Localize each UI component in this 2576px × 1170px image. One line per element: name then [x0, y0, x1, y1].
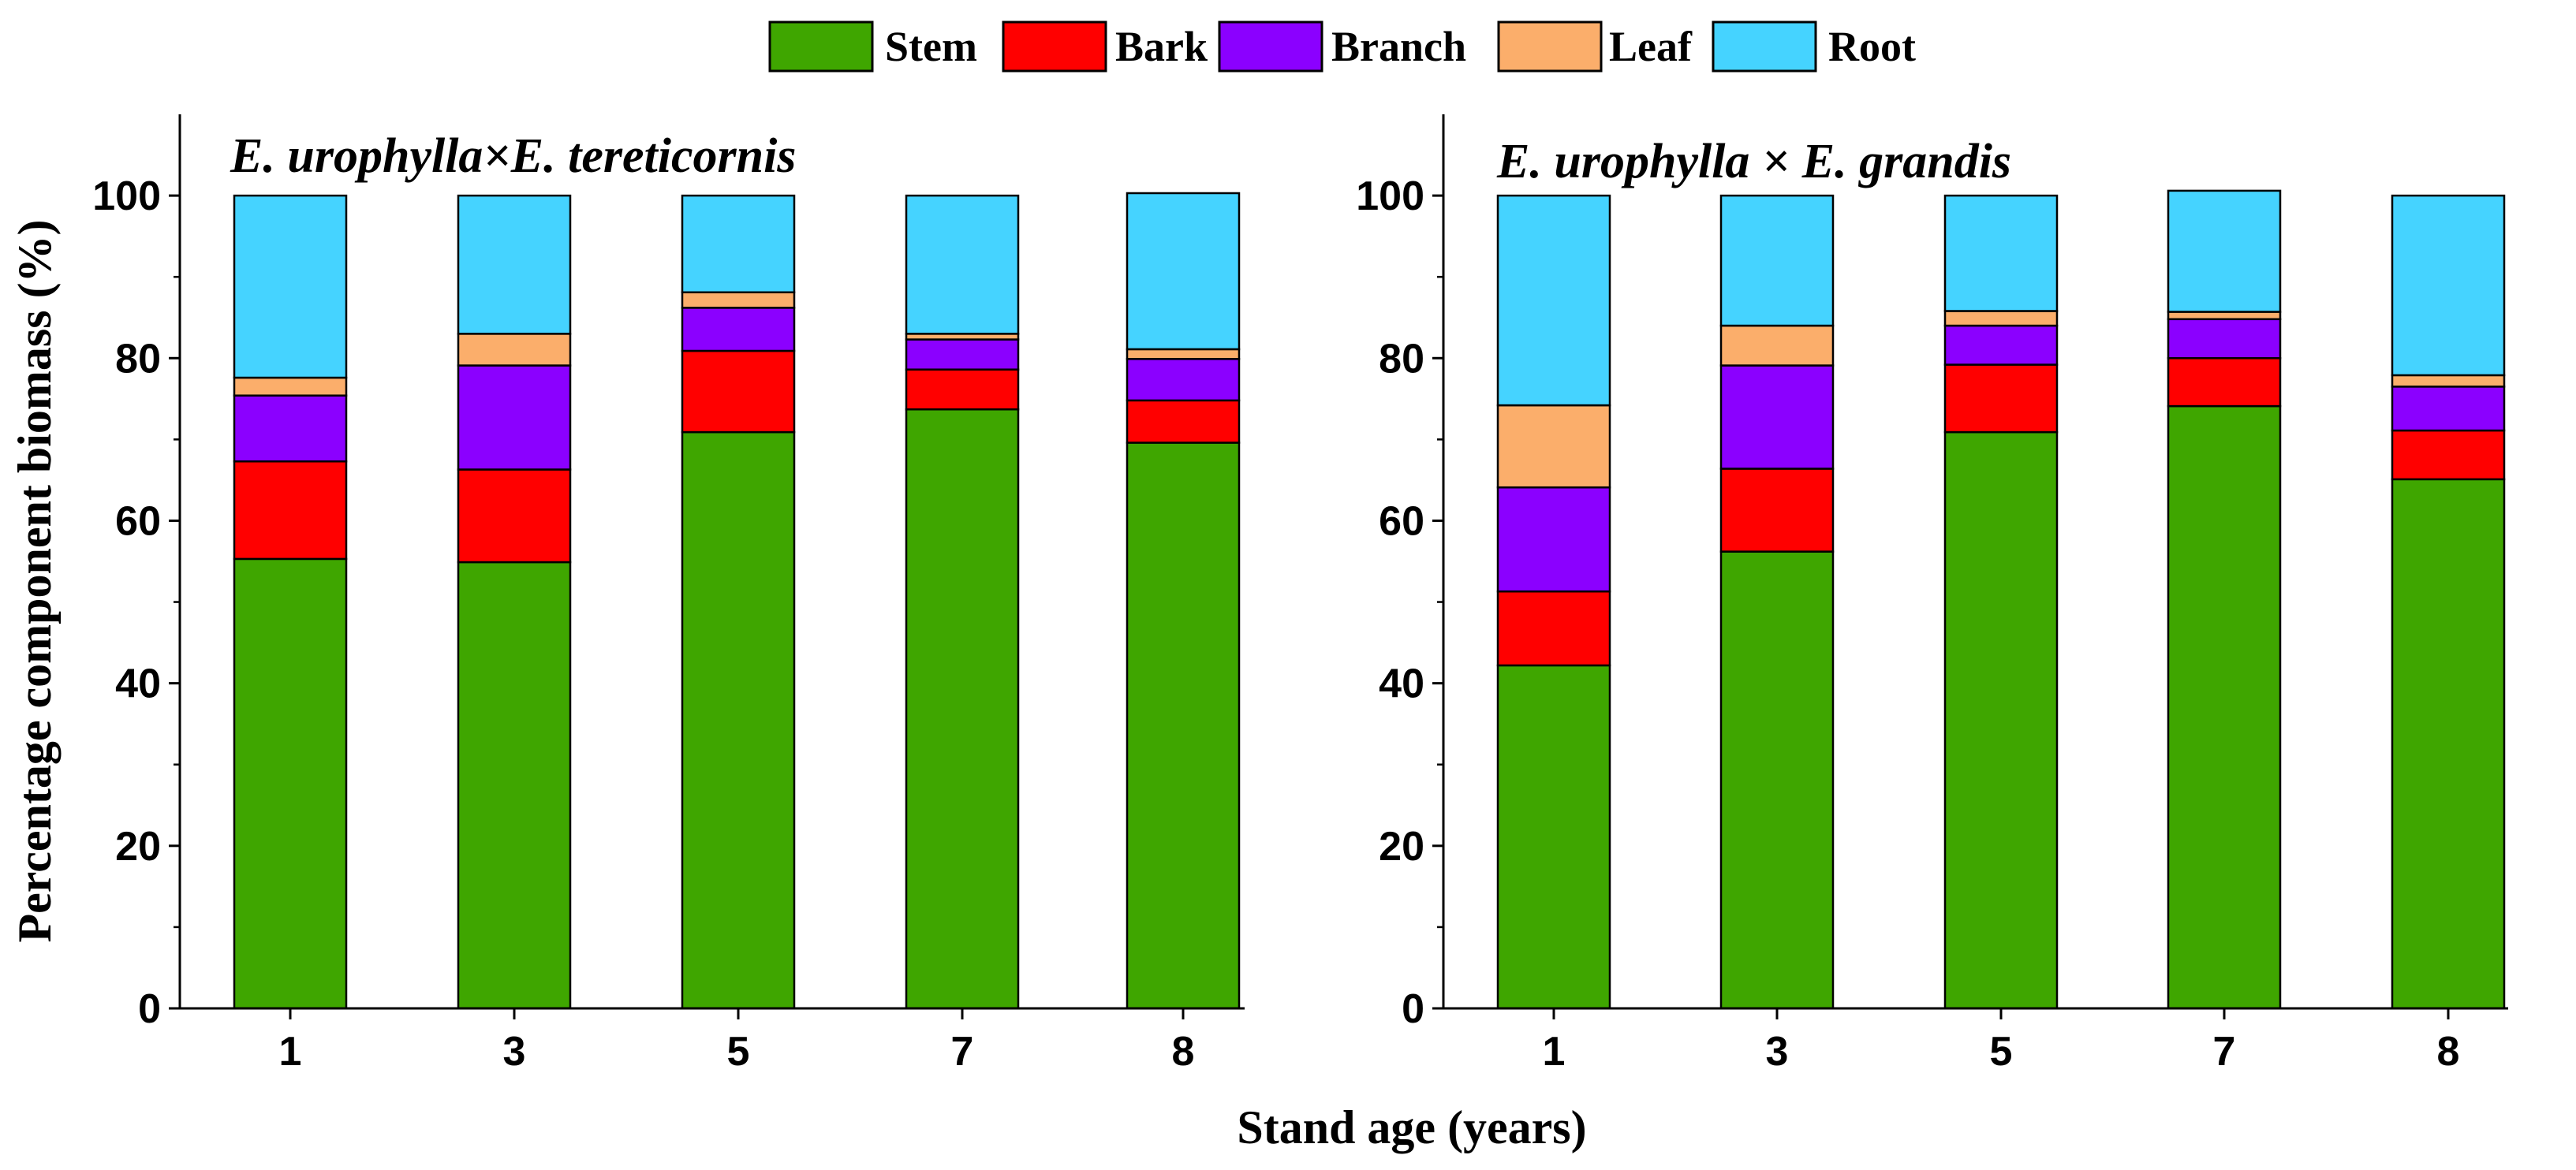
legend-swatch-leaf	[1497, 20, 1603, 73]
x-axis-label: Stand age (years)	[1237, 1101, 1586, 1153]
right-bar-leaf-age-7	[2167, 311, 2282, 321]
right-bar-branch-age-3	[1719, 364, 1835, 470]
legend-label-stem: Stem	[885, 23, 977, 70]
left-bar-bark-age-5	[681, 349, 796, 434]
right-bar-branch-age-8	[2391, 386, 2506, 432]
left-bar-branch-age-8	[1126, 358, 1241, 402]
left-y-tick-label-80: 80	[115, 336, 161, 382]
left-bar-branch-age-7	[905, 338, 1020, 371]
left-bar-stem-age-7	[905, 408, 1020, 1010]
left-panel-title: E. urophylla×E. tereticornis	[230, 129, 796, 183]
right-bar-leaf-age-5	[1943, 310, 2059, 327]
right-bar-stem-age-8	[2391, 478, 2506, 1010]
right-bar-root-age-5	[1943, 194, 2059, 312]
right-y-tick-label-80: 80	[1379, 336, 1424, 382]
right-bar-branch-age-5	[1943, 324, 2059, 366]
right-bar-root-age-3	[1719, 194, 1835, 327]
legend-swatch-branch	[1218, 20, 1323, 73]
right-y-tick-label-20: 20	[1379, 824, 1424, 870]
y-axis-label: Percentage component biomass (%)	[9, 219, 61, 942]
left-bar-leaf-age-3	[457, 333, 572, 367]
left-bar-stem-age-3	[457, 561, 572, 1010]
left-panel: E. urophylla×E. tereticornis 1 3 5 7 8020406…	[92, 114, 1245, 1075]
right-y-tick-label-100: 100	[1356, 173, 1424, 219]
right-y-tick-label-40: 40	[1379, 661, 1424, 707]
legend-swatch-bark	[1002, 20, 1107, 73]
left-bar-root-age-7	[905, 194, 1020, 335]
left-bar-bark-age-3	[457, 468, 572, 564]
left-x-tick-label-1: 1	[279, 1029, 302, 1075]
legend-label-branch: Branch	[1331, 23, 1466, 70]
left-bar-stem-age-1	[233, 557, 348, 1010]
left-bar-bark-age-1	[233, 460, 348, 561]
right-bar-leaf-age-1	[1496, 404, 1611, 489]
left-bar-bark-age-7	[905, 368, 1020, 411]
left-bar-branch-age-1	[233, 394, 348, 463]
left-bar-root-age-8	[1126, 192, 1241, 351]
legend-swatch-stem	[768, 20, 874, 73]
right-x-tick-label-3: 3	[1766, 1029, 1789, 1075]
legend: Stem Bark Branch Leaf Root	[768, 20, 1916, 73]
legend-swatch-root	[1712, 20, 1817, 73]
legend-label-root: Root	[1828, 23, 1916, 70]
right-bar-leaf-age-8	[2391, 374, 2506, 388]
right-bar-stem-age-7	[2167, 404, 2282, 1010]
left-x-tick-label-7: 7	[951, 1029, 974, 1075]
left-bar-branch-age-5	[681, 307, 796, 352]
right-x-tick-label-8: 8	[2437, 1029, 2460, 1075]
right-bar-bark-age-7	[2167, 357, 2282, 408]
left-bar-bark-age-8	[1126, 399, 1241, 444]
left-y-tick-label-0: 0	[138, 986, 161, 1032]
right-bar-stem-age-1	[1496, 664, 1611, 1010]
right-x-tick-label-5: 5	[1990, 1029, 2013, 1075]
legend-label-leaf: Leaf	[1609, 23, 1693, 70]
right-bar-branch-age-1	[1496, 486, 1611, 593]
right-bar-root-age-8	[2391, 194, 2506, 377]
right-bar-branch-age-7	[2167, 318, 2282, 360]
right-bar-bark-age-8	[2391, 429, 2506, 481]
left-bar-root-age-5	[681, 194, 796, 294]
left-x-tick-label-8: 8	[1172, 1029, 1195, 1075]
left-x-tick-label-3: 3	[503, 1029, 526, 1075]
left-bar-leaf-age-1	[233, 376, 348, 397]
right-bar-leaf-age-3	[1719, 324, 1835, 367]
right-bar-root-age-7	[2167, 189, 2282, 313]
left-bar-leaf-age-5	[681, 291, 796, 309]
left-bar-stem-age-5	[681, 430, 796, 1010]
right-bar-stem-age-3	[1719, 550, 1835, 1010]
right-panel-title: E. urophylla × E. grandis	[1496, 135, 2011, 188]
right-panel: E. urophylla × E. grandis 1 3 5 7 8020406080…	[1356, 114, 2508, 1075]
right-x-tick-label-1: 1	[1543, 1029, 1566, 1075]
left-bar-branch-age-3	[457, 364, 572, 471]
right-y-tick-label-60: 60	[1379, 498, 1424, 544]
right-x-tick-label-7: 7	[2213, 1029, 2236, 1075]
left-y-tick-label-100: 100	[92, 173, 161, 219]
right-bar-stem-age-5	[1943, 430, 2059, 1010]
left-y-tick-label-60: 60	[115, 498, 161, 544]
left-y-tick-label-40: 40	[115, 661, 161, 707]
right-bar-bark-age-1	[1496, 590, 1611, 667]
left-bar-root-age-1	[233, 194, 348, 379]
left-bar-leaf-age-8	[1126, 348, 1241, 360]
left-y-tick-label-20: 20	[115, 824, 161, 870]
right-bar-bark-age-3	[1719, 468, 1835, 553]
left-x-tick-label-5: 5	[727, 1029, 750, 1075]
right-bar-bark-age-5	[1943, 363, 2059, 434]
right-y-tick-label-0: 0	[1402, 986, 1424, 1032]
left-bar-root-age-3	[457, 194, 572, 335]
right-bar-root-age-1	[1496, 194, 1611, 407]
legend-label-bark: Bark	[1115, 23, 1208, 70]
left-bar-stem-age-8	[1126, 442, 1241, 1010]
